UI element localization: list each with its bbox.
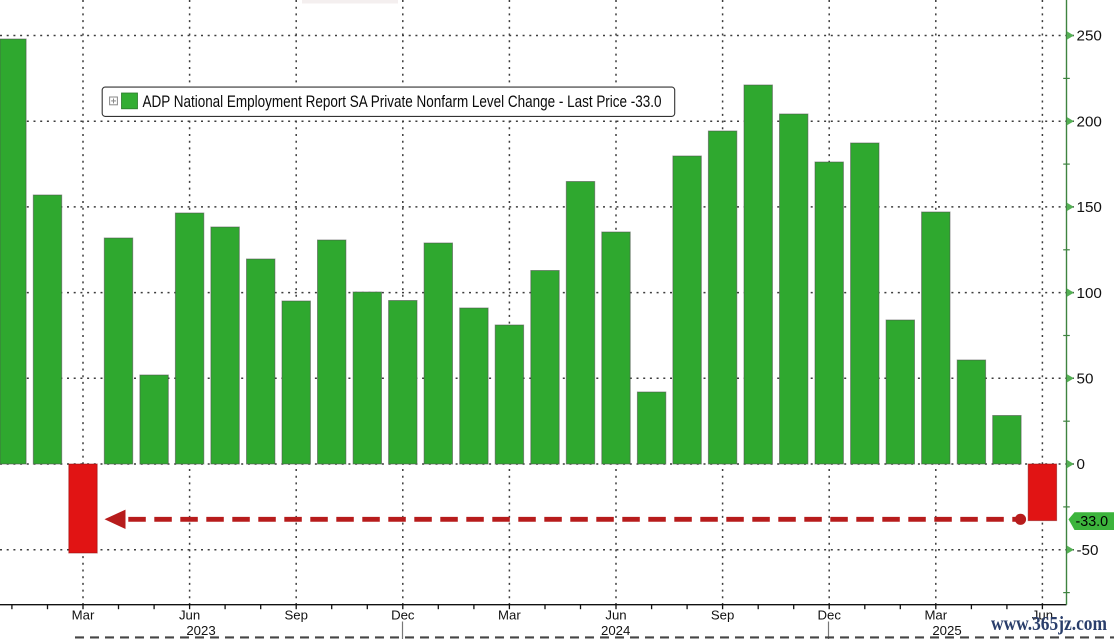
svg-text:2025: 2025 (932, 623, 961, 638)
svg-text:100: 100 (1077, 285, 1102, 302)
svg-text:ADP National Employment Report: ADP National Employment Report SA Privat… (143, 93, 662, 111)
svg-text:200: 200 (1077, 113, 1102, 130)
svg-text:www.365jz.com: www.365jz.com (991, 613, 1107, 635)
svg-text:50: 50 (1077, 371, 1094, 388)
svg-text:Jun: Jun (1032, 608, 1053, 623)
svg-text:Dec: Dec (817, 608, 841, 623)
svg-text:Mar: Mar (72, 608, 95, 623)
svg-text:Mar: Mar (498, 608, 521, 623)
svg-text:Jun: Jun (605, 608, 626, 623)
svg-text:Jun: Jun (179, 608, 200, 623)
svg-text:2023: 2023 (186, 623, 215, 638)
svg-text:2024: 2024 (601, 623, 630, 638)
svg-text:0: 0 (1077, 456, 1085, 473)
svg-text:250: 250 (1077, 28, 1102, 45)
svg-text:-33.0: -33.0 (1076, 514, 1109, 530)
svg-text:Mar: Mar (924, 608, 947, 623)
svg-text:150: 150 (1077, 199, 1102, 216)
svg-text:Sep: Sep (284, 608, 307, 623)
svg-text:Sep: Sep (711, 608, 734, 623)
svg-text:Dec: Dec (391, 608, 415, 623)
svg-text:-50: -50 (1077, 542, 1099, 559)
